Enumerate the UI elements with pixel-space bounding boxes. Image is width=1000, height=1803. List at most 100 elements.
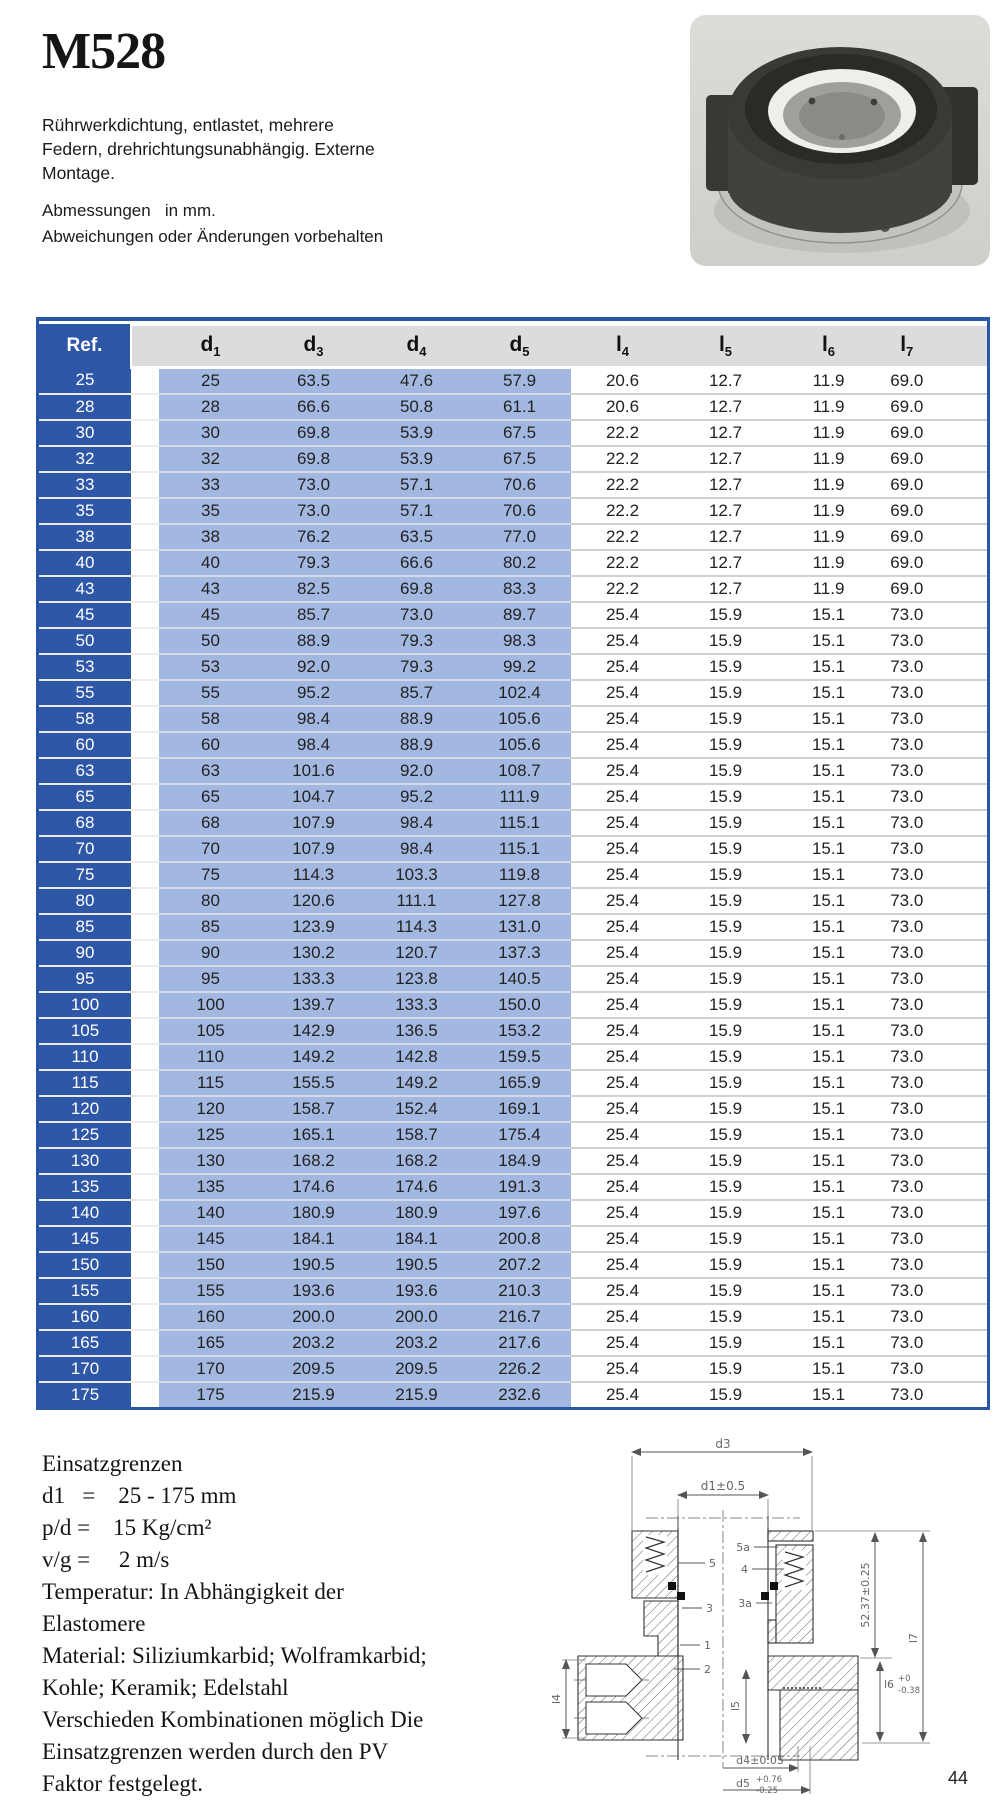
cell-l-value: 15.1	[777, 1122, 880, 1149]
cell-l-value: 11.9	[777, 550, 880, 577]
cell-ref: 85	[39, 914, 131, 941]
cell-l-value: 15.1	[777, 1382, 880, 1407]
cell-l-value: 22.2	[571, 420, 674, 447]
cell-d-value: 82.5	[262, 576, 365, 603]
table-row: 75 75 114.3 103.3 119.8 25.4 15.9 15.1 73.0	[39, 862, 987, 889]
cell-fill	[933, 810, 987, 837]
cell-l-value: 15.1	[777, 836, 880, 863]
cell-l-value: 15.1	[777, 1148, 880, 1175]
cell-l-value: 15.9	[674, 914, 777, 941]
column-header-d3: d3	[262, 321, 365, 369]
cell-ref: 45	[39, 602, 131, 629]
cell-l-value: 69.0	[880, 394, 934, 421]
table-row: 80 80 120.6 111.1 127.8 25.4 15.9 15.1 73.0	[39, 888, 987, 915]
cell-spacer	[131, 524, 159, 551]
table-row: 70 70 107.9 98.4 115.1 25.4 15.9 15.1 73.0	[39, 836, 987, 863]
cell-l-value: 73.0	[880, 992, 934, 1019]
cell-spacer	[131, 706, 159, 733]
cell-l-value: 15.1	[777, 966, 880, 993]
table-row: 110 110 149.2 142.8 159.5 25.4 15.9 15.1 73.0	[39, 1044, 987, 1071]
cell-d-value: 63.5	[262, 367, 365, 395]
cell-d-value: 40	[159, 550, 262, 577]
cell-l-value: 25.4	[571, 758, 674, 785]
cell-d-value: 53.9	[365, 420, 468, 447]
dimensions-note: Abmessungen in mm.	[42, 201, 216, 220]
cell-d-value: 170	[159, 1356, 262, 1383]
cell-d-value: 197.6	[468, 1200, 571, 1227]
cell-fill	[933, 914, 987, 941]
cell-d-value: 184.1	[262, 1226, 365, 1253]
cell-l-value: 15.9	[674, 810, 777, 837]
table-row: 145 145 184.1 184.1 200.8 25.4 15.9 15.1 73.0	[39, 1226, 987, 1253]
cell-fill	[933, 394, 987, 421]
cell-d-value: 80	[159, 888, 262, 915]
cell-l-value: 15.1	[777, 1252, 880, 1279]
cell-fill	[933, 472, 987, 499]
cell-l-value: 20.6	[571, 367, 674, 395]
cell-d-value: 101.6	[262, 758, 365, 785]
cell-l-value: 25.4	[571, 1044, 674, 1071]
cell-fill	[933, 888, 987, 915]
dim-l5-label: l5	[729, 1701, 742, 1711]
cell-d-value: 105.6	[468, 706, 571, 733]
cell-l-value: 73.0	[880, 1096, 934, 1123]
cell-l-value: 15.1	[777, 1226, 880, 1253]
cell-d-value: 203.2	[262, 1330, 365, 1357]
spec-line: Elastomere	[42, 1611, 146, 1636]
cell-d-value: 73.0	[262, 472, 365, 499]
cell-l-value: 25.4	[571, 1356, 674, 1383]
dimensions-table: Ref. d1 d3 d4 d5 l4 l5 l6 l7 25 25 63.5 47.6 57.9 20.…	[36, 317, 990, 1410]
cell-l-value: 25.4	[571, 940, 674, 967]
cell-spacer	[131, 1122, 159, 1149]
cell-d-value: 57.1	[365, 498, 468, 525]
cell-spacer	[131, 1226, 159, 1253]
cell-d-value: 137.3	[468, 940, 571, 967]
cross-section-drawing: d3 d1±0.5 l4 l5 52.37±0.25	[550, 1437, 930, 1796]
table-row: 155 155 193.6 193.6 210.3 25.4 15.9 15.1 73.0	[39, 1278, 987, 1305]
cell-l-value: 22.2	[571, 524, 674, 551]
cell-fill	[933, 602, 987, 629]
cell-d-value: 53.9	[365, 446, 468, 473]
cell-d-value: 110	[159, 1044, 262, 1071]
cell-l-value: 73.0	[880, 940, 934, 967]
cell-l-value: 15.9	[674, 1330, 777, 1357]
cell-ref: 40	[39, 550, 131, 577]
cell-l-value: 15.9	[674, 706, 777, 733]
cell-d-value: 102.4	[468, 680, 571, 707]
cell-d-value: 107.9	[262, 836, 365, 863]
cell-l-value: 73.0	[880, 1148, 934, 1175]
cell-l-value: 15.9	[674, 732, 777, 759]
table-row: 63 63 101.6 92.0 108.7 25.4 15.9 15.1 73.0	[39, 758, 987, 785]
column-header-l5: l5	[674, 321, 777, 369]
cell-fill	[933, 784, 987, 811]
column-header-fill	[933, 321, 987, 369]
cell-d-value: 104.7	[262, 784, 365, 811]
cell-l-value: 69.0	[880, 420, 934, 447]
cell-spacer	[131, 940, 159, 967]
cell-d-value: 207.2	[468, 1252, 571, 1279]
cell-d-value: 133.3	[262, 966, 365, 993]
cell-d-value: 67.5	[468, 446, 571, 473]
cell-d-value: 99.2	[468, 654, 571, 681]
cell-l-value: 15.9	[674, 1278, 777, 1305]
cell-d-value: 95.2	[365, 784, 468, 811]
cell-d-value: 60	[159, 732, 262, 759]
cell-l-value: 73.0	[880, 1174, 934, 1201]
cell-l-value: 73.0	[880, 862, 934, 889]
cell-l-value: 15.1	[777, 680, 880, 707]
table-row: 53 53 92.0 79.3 99.2 25.4 15.9 15.1 73.0	[39, 654, 987, 681]
cell-d-value: 35	[159, 498, 262, 525]
cell-l-value: 15.1	[777, 706, 880, 733]
cell-d-value: 210.3	[468, 1278, 571, 1305]
table-row: 40 40 79.3 66.6 80.2 22.2 12.7 11.9 69.0	[39, 550, 987, 577]
cell-fill	[933, 992, 987, 1019]
cell-d-value: 180.9	[262, 1200, 365, 1227]
cell-d-value: 95.2	[262, 680, 365, 707]
cell-d-value: 114.3	[262, 862, 365, 889]
cell-d-value: 38	[159, 524, 262, 551]
dim-5237-label: 52.37±0.25	[859, 1562, 872, 1627]
spec-line: Temperatur: In Abhängigkeit der	[42, 1579, 344, 1604]
cell-d-value: 111.1	[365, 888, 468, 915]
table-row: 43 43 82.5 69.8 83.3 22.2 12.7 11.9 69.0	[39, 576, 987, 603]
table-row: 130 130 168.2 168.2 184.9 25.4 15.9 15.1 73.0	[39, 1148, 987, 1175]
